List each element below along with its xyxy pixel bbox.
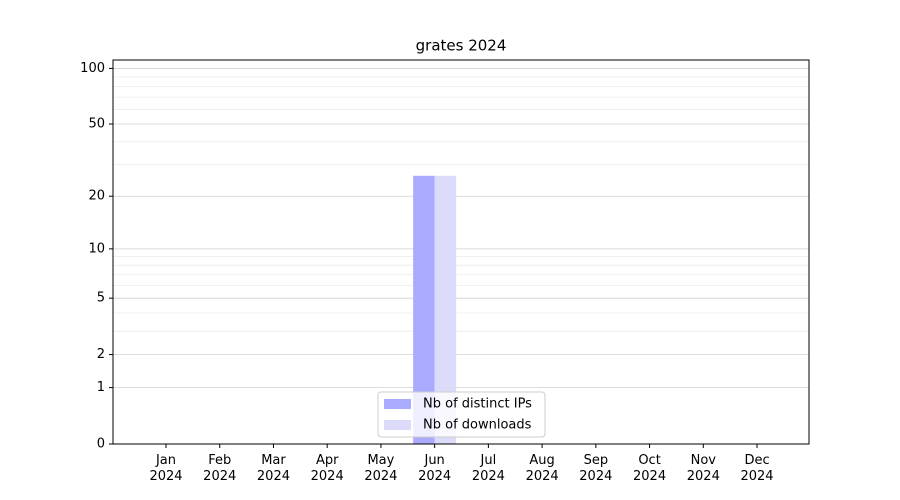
legend-label: Nb of downloads: [423, 418, 532, 433]
x-tick-label: Jun 2024: [418, 453, 452, 484]
y-tick-label: 0: [97, 437, 105, 452]
x-tick-label: Oct 2024: [633, 453, 667, 484]
y-tick-label: 20: [88, 189, 105, 204]
y-tick-label: 2: [97, 347, 105, 362]
x-tick-label: Aug 2024: [525, 453, 559, 484]
x-tick-label: Dec 2024: [740, 453, 774, 484]
legend-swatch: [384, 399, 411, 409]
y-tick-label: 10: [88, 241, 105, 256]
x-tick-label: Jan 2024: [149, 453, 183, 484]
legend-label: Nb of distinct IPs: [423, 397, 532, 412]
x-tick-label: Sep 2024: [579, 453, 613, 484]
y-tick-label: 100: [80, 61, 105, 76]
plot-frame: [112, 59, 810, 445]
x-tick-label: Jul 2024: [471, 453, 505, 484]
bar: [434, 175, 457, 444]
legend-swatch: [384, 420, 411, 430]
x-tick-label: Apr 2024: [310, 453, 344, 484]
x-tick-label: Mar 2024: [256, 453, 290, 484]
y-tick-label: 50: [88, 117, 105, 132]
bar: [413, 175, 435, 444]
legend-box: [377, 391, 546, 438]
y-tick-label: 5: [97, 291, 105, 306]
x-tick-label: May 2024: [364, 453, 398, 484]
x-tick-label: Nov 2024: [686, 453, 720, 484]
x-tick-label: Feb 2024: [203, 453, 237, 484]
chart-title: grates 2024: [416, 37, 507, 55]
y-tick-label: 1: [97, 380, 105, 395]
legend: Nb of distinct IPs Nb of downloads: [377, 391, 546, 438]
